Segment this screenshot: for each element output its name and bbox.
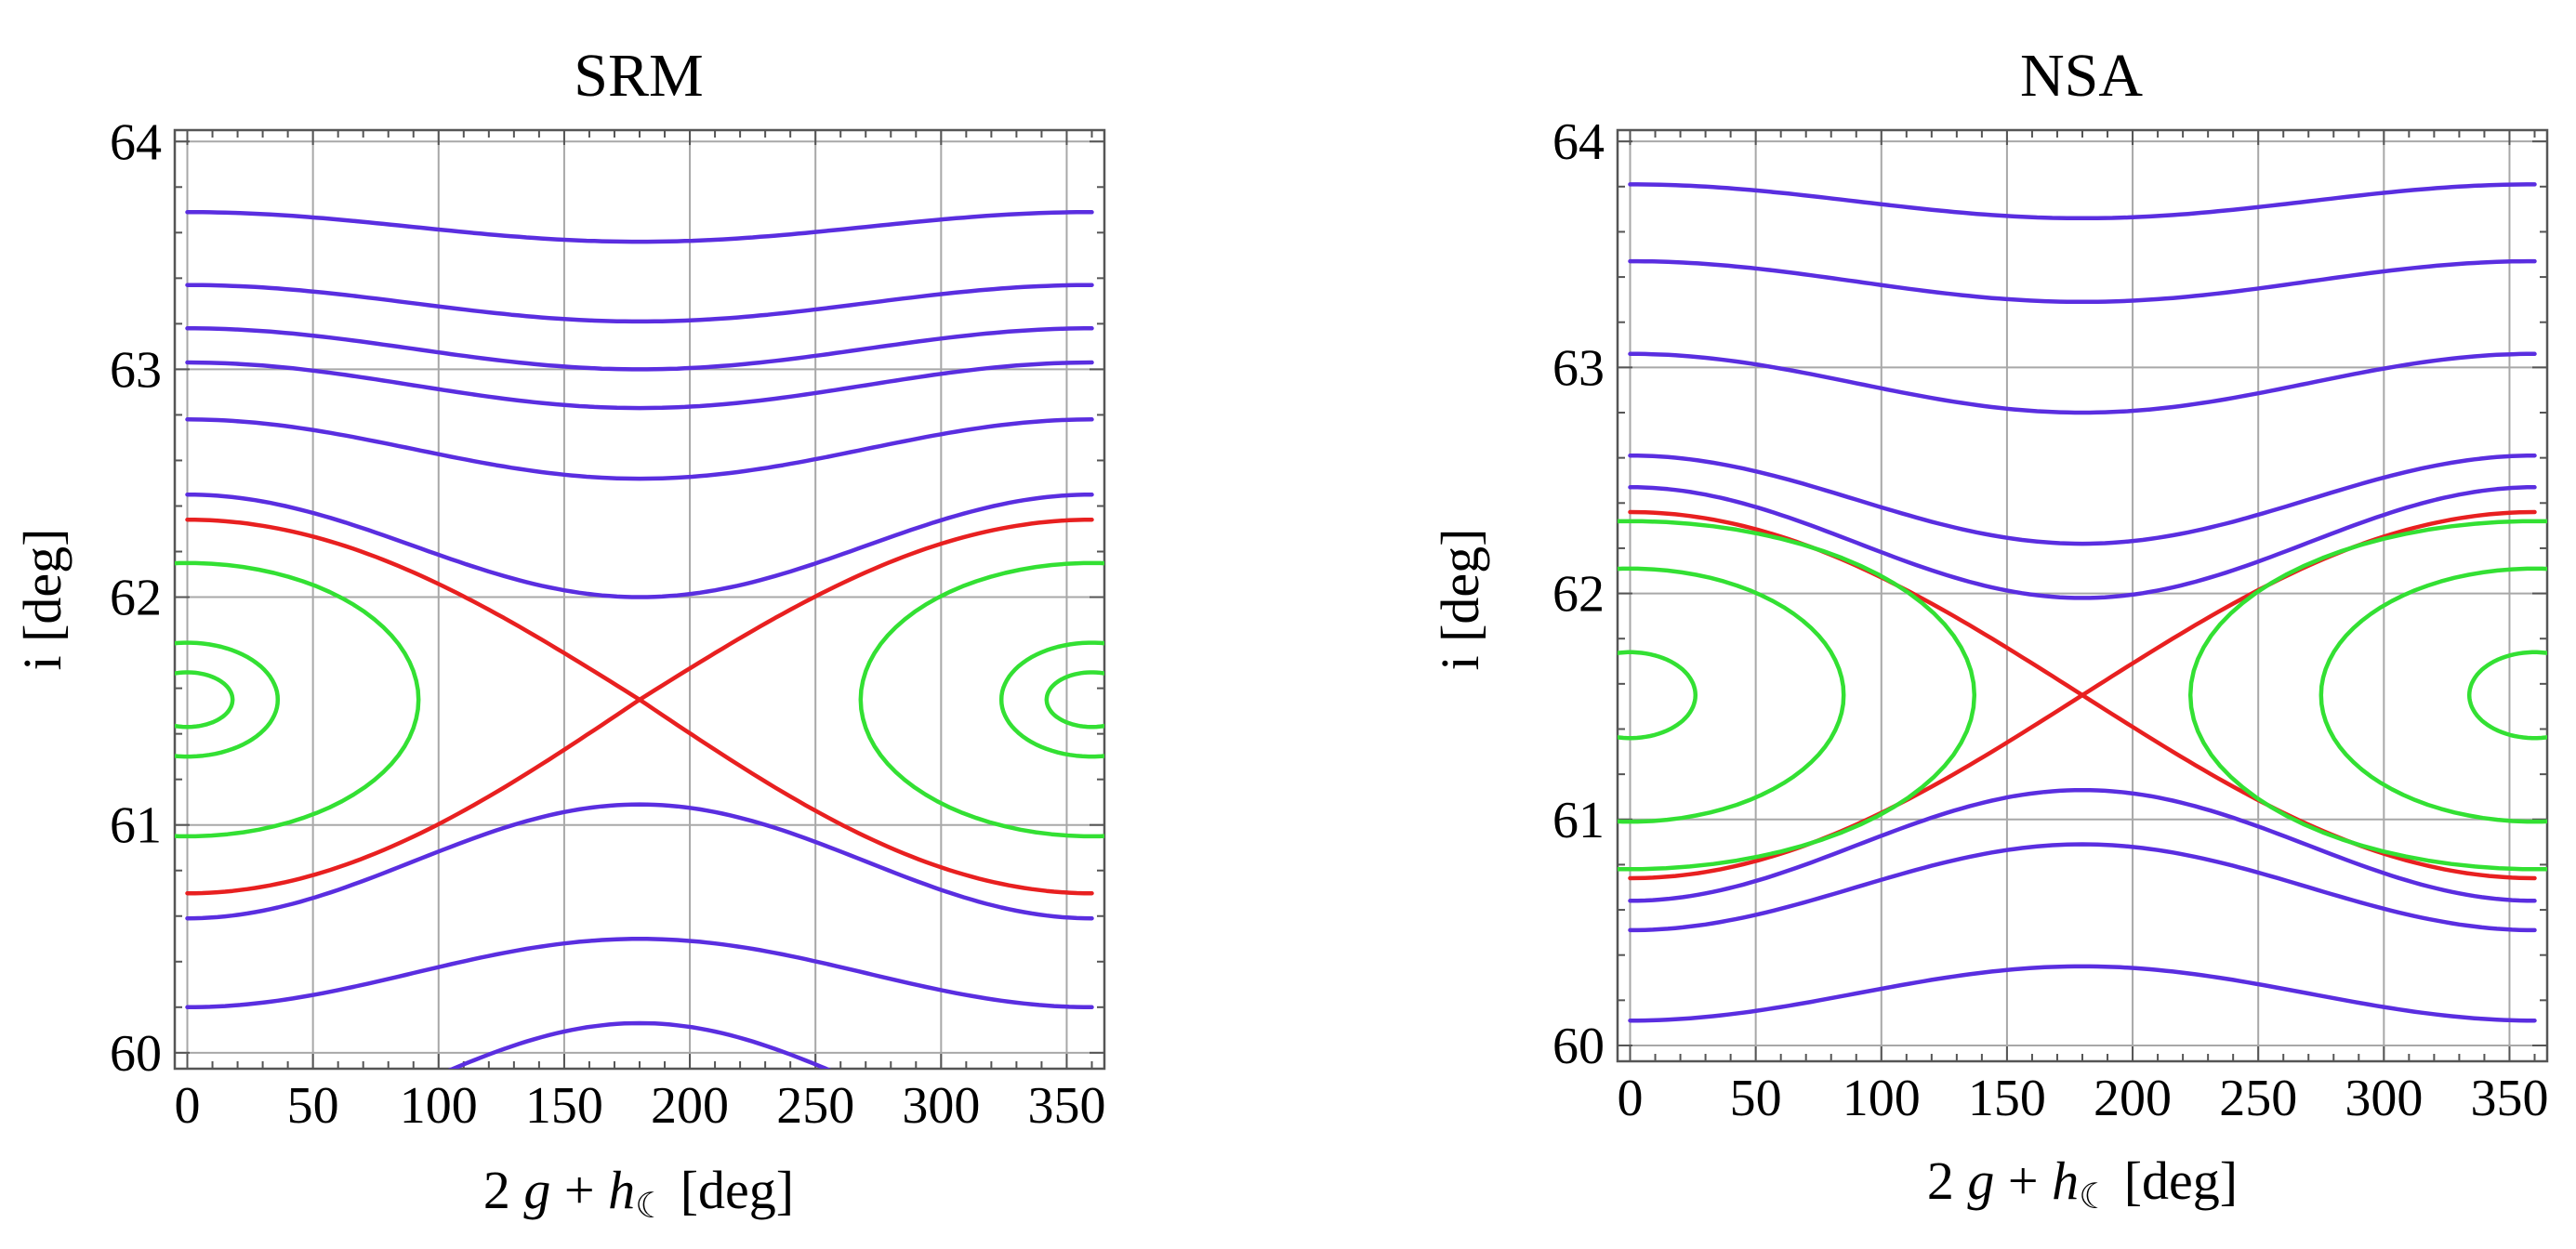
nsa-x-tick-label: 250 bbox=[2219, 1070, 2297, 1127]
nsa-x-tick-label: 300 bbox=[2345, 1070, 2423, 1127]
srm-y-tick-label: 60 bbox=[110, 1025, 162, 1083]
nsa-y-tick-label: 64 bbox=[1552, 113, 1605, 171]
nsa-x-tick-label: 200 bbox=[2094, 1070, 2172, 1127]
nsa-y-tick-label: 60 bbox=[1552, 1018, 1605, 1075]
nsa-circulating-curve-upper bbox=[1628, 485, 2537, 600]
nsa-circulating-curve-lower bbox=[1628, 787, 2537, 903]
nsa-librating-curve bbox=[1618, 519, 1977, 872]
srm-circulating-curve-upper bbox=[185, 360, 1094, 411]
srm-x-axis-label: 2 g + h☾ [deg] bbox=[483, 1160, 794, 1226]
nsa-circulating-curve-lower bbox=[1628, 964, 2537, 1023]
nsa-y-tick-label: 61 bbox=[1552, 792, 1605, 849]
srm-librating-curve bbox=[175, 670, 235, 730]
nsa-librating-curve bbox=[2187, 519, 2547, 872]
nsa-y-tick-label: 63 bbox=[1552, 339, 1605, 397]
nsa-x-tick-label: 150 bbox=[1968, 1070, 2046, 1127]
srm-y-axis-label: i [deg] bbox=[12, 529, 73, 671]
srm-plot-frame bbox=[173, 128, 1106, 1071]
nsa-data-layer bbox=[1618, 182, 2547, 1023]
nsa-x-tick-label: 0 bbox=[1618, 1070, 1644, 1127]
srm-librating-curve bbox=[858, 560, 1104, 839]
nsa-librating-curve bbox=[1618, 650, 1698, 741]
nsa-circulating-curve-lower bbox=[1628, 842, 2537, 933]
srm-x-tick-label: 350 bbox=[1027, 1077, 1105, 1135]
srm-librating-curve bbox=[1044, 670, 1104, 730]
nsa-librating-curve bbox=[1618, 566, 1846, 824]
srm-circulating-curve-lower bbox=[185, 802, 1094, 921]
nsa-y-axis-label: i [deg] bbox=[1430, 529, 1490, 671]
srm-y-tick-label: 61 bbox=[110, 797, 162, 855]
srm-x-tick-label: 300 bbox=[902, 1077, 980, 1135]
srm-x-tick-label: 200 bbox=[651, 1077, 729, 1135]
srm-circulating-curve-lower bbox=[447, 1020, 832, 1069]
srm-circulating-curve-upper bbox=[185, 417, 1094, 481]
srm-separatrix-branch-a bbox=[185, 517, 1094, 896]
nsa-panel: NSA i [deg] 2 g + h☾ [deg] 0 50 100 150 200 2… bbox=[1430, 42, 2548, 1216]
nsa-x-tick-label: 50 bbox=[1730, 1070, 1782, 1127]
srm-circulating-curve-upper bbox=[185, 283, 1094, 324]
nsa-circulating-curve-upper bbox=[1628, 182, 2537, 221]
srm-title: SRM bbox=[574, 42, 703, 110]
srm-circulating-curve-upper bbox=[185, 326, 1094, 372]
srm-x-tick-label: 50 bbox=[287, 1077, 339, 1135]
srm-librating-curve bbox=[998, 640, 1104, 759]
srm-data-layer bbox=[175, 210, 1104, 1069]
nsa-circulating-curve-upper bbox=[1628, 258, 2537, 305]
nsa-x-tick-label: 100 bbox=[1843, 1070, 1921, 1127]
srm-y-tick-label: 62 bbox=[110, 570, 162, 627]
srm-librating-curve bbox=[175, 640, 281, 759]
srm-y-tick-label: 64 bbox=[110, 113, 162, 171]
srm-x-tick-label: 250 bbox=[776, 1077, 854, 1135]
nsa-separatrix-branch-b bbox=[1628, 509, 2537, 881]
nsa-librating-curve bbox=[2318, 566, 2547, 824]
srm-librating-curve bbox=[175, 560, 421, 839]
srm-x-tick-label: 150 bbox=[525, 1077, 603, 1135]
nsa-x-axis-label: 2 g + h☾ [deg] bbox=[1927, 1150, 2238, 1216]
srm-x-tick-label: 0 bbox=[175, 1077, 201, 1135]
srm-separatrix-branch-b bbox=[185, 517, 1094, 896]
srm-y-tick-label: 63 bbox=[110, 341, 162, 399]
nsa-circulating-curve-upper bbox=[1628, 453, 2537, 546]
srm-panel: SRM i [deg] 2 g + h☾ [deg] 0 50 100 150 200 2… bbox=[12, 42, 1106, 1226]
nsa-x-tick-label: 350 bbox=[2470, 1070, 2548, 1127]
srm-circulating-curve-lower bbox=[185, 937, 1094, 1010]
nsa-title: NSA bbox=[2020, 42, 2143, 110]
srm-x-tick-label: 100 bbox=[400, 1077, 478, 1135]
srm-circulating-curve-upper bbox=[185, 492, 1094, 599]
srm-circulating-curve-upper bbox=[185, 210, 1094, 244]
nsa-librating-curve bbox=[2466, 650, 2547, 741]
nsa-y-tick-label: 62 bbox=[1552, 566, 1605, 624]
nsa-circulating-curve-upper bbox=[1628, 351, 2537, 415]
